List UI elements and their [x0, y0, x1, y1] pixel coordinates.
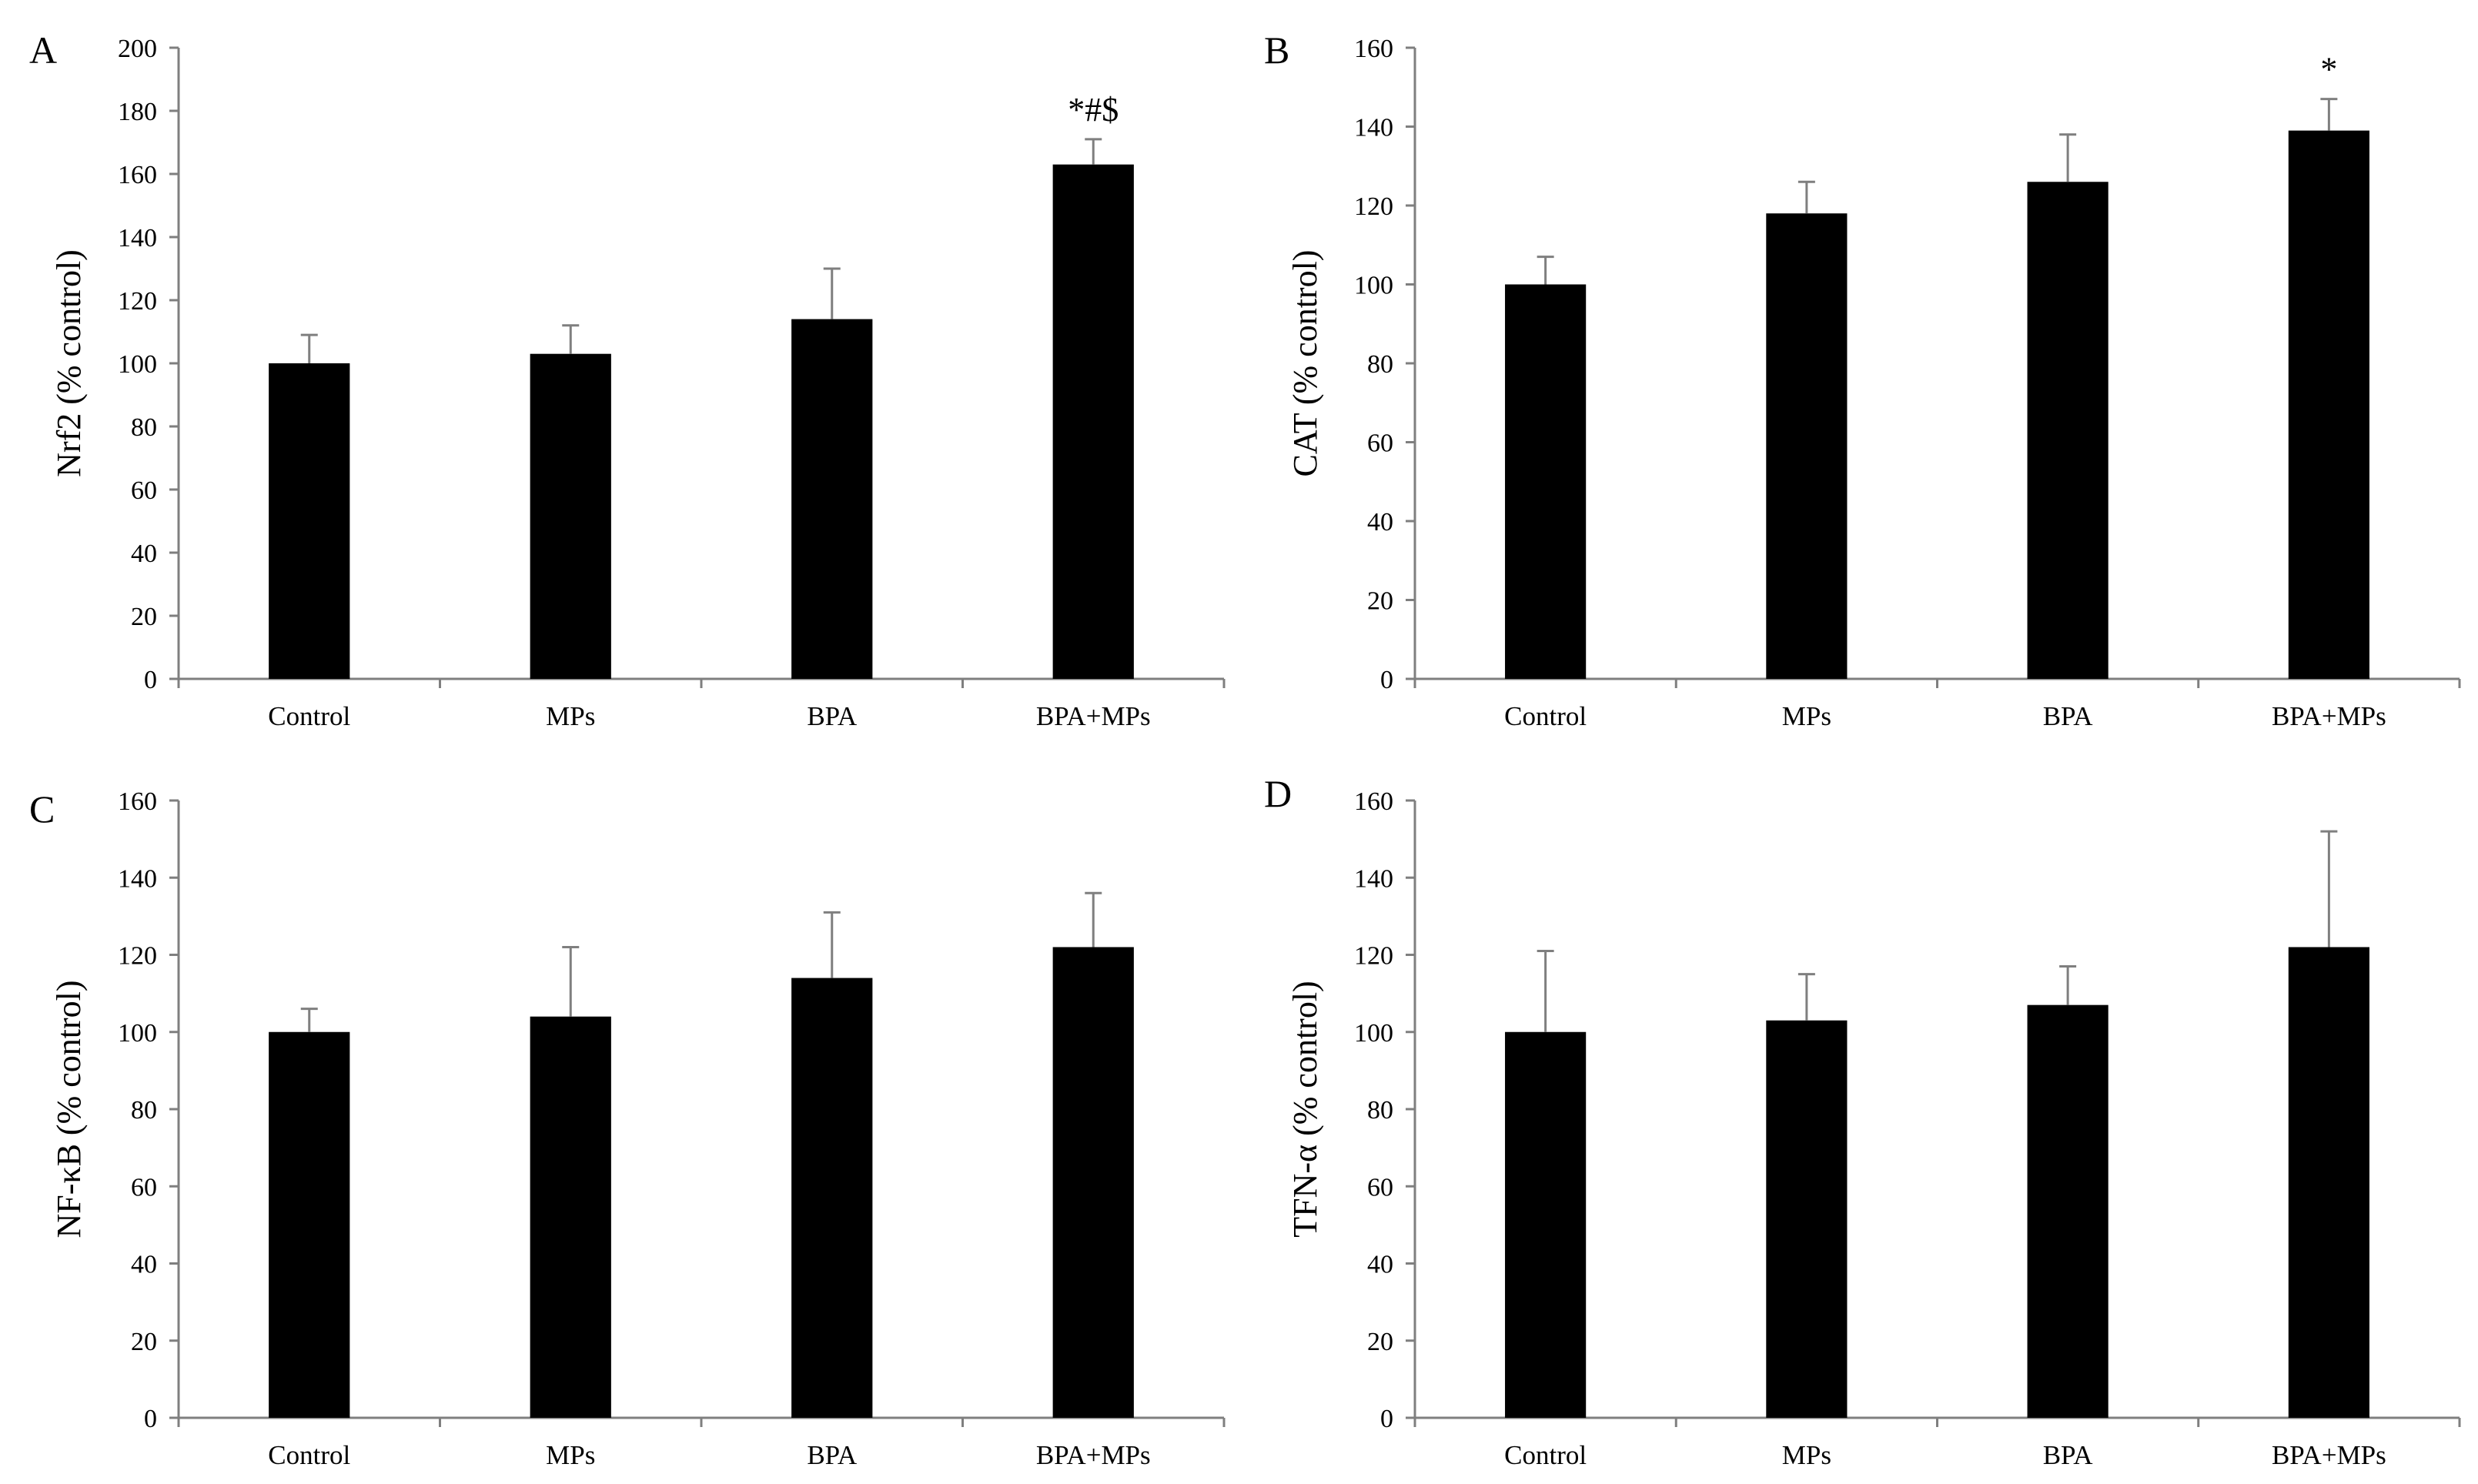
- panel-c-y-tick-label: 160: [118, 787, 157, 816]
- panel-d-y-tick-label: 100: [1354, 1019, 1393, 1048]
- panel-b-y-tick-label: 80: [1367, 350, 1393, 379]
- panel-a-bar: [530, 353, 611, 679]
- panel-d-category-label: BPA+MPs: [2272, 1440, 2386, 1470]
- panel-a-bar: [269, 363, 350, 679]
- panel-a-y-tick-label: 140: [118, 224, 157, 252]
- panel-d-y-tick-label: 60: [1367, 1173, 1393, 1202]
- panel-a-category-label: Control: [268, 701, 350, 731]
- panel-d-y-tick-label: 20: [1367, 1328, 1393, 1356]
- panel-a-y-tick-label: 80: [131, 413, 157, 442]
- panel-a-bar: [791, 319, 873, 679]
- panel-c-category-label: BPA+MPs: [1036, 1440, 1151, 1470]
- panel-d-y-tick-label: 40: [1367, 1251, 1393, 1279]
- panel-c-y-tick-label: 60: [131, 1173, 157, 1202]
- panel-letter-a: A: [29, 28, 57, 72]
- panel-d: D 0 20 40 60 80 100 120 140 160 Control MPs BPA BPA+…: [1264, 772, 2461, 1470]
- panel-letter-d: D: [1264, 772, 1292, 815]
- panel-b-bar: [1505, 284, 1587, 679]
- panel-letter-b: B: [1264, 28, 1289, 72]
- panel-b-y-tick-label: 120: [1354, 192, 1393, 221]
- panel-b-category-label: MPs: [1782, 701, 1831, 731]
- panel-a-significance-label: *#$: [1068, 91, 1119, 129]
- panel-a: A 0 20 40 60 80 100 120 140 160 180 200 Control MPs B…: [29, 28, 1226, 731]
- panel-a-bar: [1052, 164, 1134, 679]
- panel-d-bar: [2288, 947, 2369, 1418]
- panel-b-category-label: Control: [1504, 701, 1587, 731]
- panel-b-y-tick-label: 40: [1367, 508, 1393, 536]
- panel-c-y-axis-title: NF-κB (% control): [50, 980, 88, 1238]
- panel-d-category-label: Control: [1504, 1440, 1587, 1470]
- panel-c-y-tick-label: 40: [131, 1251, 157, 1279]
- panel-c-y-tick-label: 20: [131, 1328, 157, 1356]
- panel-b-y-tick-label: 140: [1354, 114, 1393, 142]
- panel-c: C 0 20 40 60 80 100 120 140 160 Control MPs BPA BPA+…: [29, 787, 1226, 1470]
- panel-a-y-tick-label: 40: [131, 540, 157, 568]
- panel-a-y-axis-title: Nrf2 (% control): [50, 249, 88, 477]
- panel-b-bar: [1766, 213, 1848, 679]
- panel-d-y-tick-label: 120: [1354, 942, 1393, 971]
- panel-c-y-tick-label: 80: [131, 1096, 157, 1125]
- panel-b-y-axis-title: CAT (% control): [1286, 250, 1324, 477]
- panel-c-category-label: MPs: [546, 1440, 595, 1470]
- panel-c-y-tick-label: 0: [144, 1405, 157, 1433]
- panel-a-y-tick-label: 60: [131, 476, 157, 505]
- panel-d-bar: [2027, 1004, 2108, 1418]
- panel-a-category-label: BPA: [807, 701, 858, 731]
- panel-c-bar: [530, 1016, 611, 1418]
- panel-a-y-tick-label: 20: [131, 603, 157, 631]
- panel-c-y-tick-label: 140: [118, 864, 157, 893]
- panel-d-y-axis-title: TFN-α (% control): [1286, 981, 1324, 1237]
- panel-b-y-tick-label: 100: [1354, 272, 1393, 300]
- panel-d-category-label: BPA: [2043, 1440, 2094, 1470]
- panel-a-y-tick-label: 160: [118, 161, 157, 189]
- panel-d-y-tick-label: 80: [1367, 1096, 1393, 1125]
- panel-b-y-tick-label: 20: [1367, 587, 1393, 616]
- panel-b-category-label: BPA: [2043, 701, 2094, 731]
- panel-b-y-tick-label: 60: [1367, 429, 1393, 458]
- panel-c-bar: [1052, 947, 1134, 1418]
- panel-a-y-tick-label: 180: [118, 98, 157, 126]
- panel-c-y-tick-label: 120: [118, 942, 157, 971]
- panel-d-y-tick-label: 160: [1354, 787, 1393, 816]
- panel-d-category-label: MPs: [1782, 1440, 1831, 1470]
- panel-a-y-tick-label: 200: [118, 35, 157, 63]
- panel-a-y-tick-label: 100: [118, 350, 157, 379]
- panel-b-bar: [2288, 130, 2369, 679]
- panel-d-bar: [1505, 1031, 1587, 1418]
- panel-b: B 0 20 40 60 80 100 120 140 160 Control MPs BPA BPA+…: [1264, 28, 2461, 731]
- panel-c-category-label: Control: [268, 1440, 350, 1470]
- panel-c-y-tick-label: 100: [118, 1019, 157, 1048]
- panel-a-y-tick-label: 0: [144, 666, 157, 694]
- panel-letter-c: C: [29, 787, 55, 831]
- panel-d-y-tick-label: 140: [1354, 864, 1393, 893]
- panel-c-bar: [791, 978, 873, 1418]
- panel-d-y-tick-label: 0: [1380, 1405, 1393, 1433]
- panel-c-bar: [269, 1031, 350, 1418]
- panel-b-y-tick-label: 160: [1354, 35, 1393, 63]
- panel-a-category-label: MPs: [546, 701, 595, 731]
- panel-c-category-label: BPA: [807, 1440, 858, 1470]
- panel-b-category-label: BPA+MPs: [2272, 701, 2386, 731]
- panel-b-bar: [2027, 182, 2108, 679]
- panel-a-y-tick-label: 120: [118, 287, 157, 316]
- panel-d-bar: [1766, 1020, 1848, 1418]
- panel-b-y-tick-label: 0: [1380, 666, 1393, 694]
- panel-b-significance-label: *: [2320, 51, 2337, 89]
- panel-a-category-label: BPA+MPs: [1036, 701, 1151, 731]
